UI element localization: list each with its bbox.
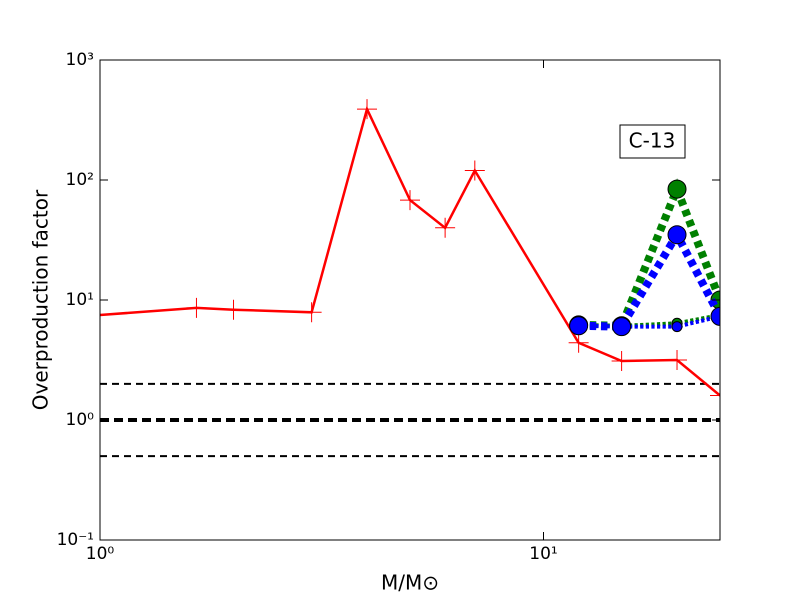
y-tick-label: 10² <box>66 170 94 190</box>
data-point <box>667 179 687 199</box>
data-point <box>400 190 420 211</box>
annotation-box <box>619 124 686 159</box>
data-line <box>578 178 720 330</box>
data-point <box>357 99 378 120</box>
data-line <box>578 313 720 328</box>
annotation: C-13 <box>629 129 676 153</box>
y-tick-label: 10⁻¹ <box>57 530 94 550</box>
data-point <box>568 332 589 353</box>
data-point <box>301 302 322 323</box>
data-line <box>578 314 720 329</box>
data-point <box>611 351 632 372</box>
data-point <box>223 299 244 320</box>
data-point <box>671 321 683 333</box>
data-point <box>435 217 456 238</box>
data-point <box>186 297 207 318</box>
y-tick-label: 10¹ <box>66 290 94 310</box>
y-tick-label: 10³ <box>66 50 94 70</box>
data-point <box>710 306 720 326</box>
data-point <box>464 160 485 181</box>
x-axis-label: M/M⊙ <box>381 571 439 595</box>
plot-area <box>100 99 720 458</box>
data-point <box>100 304 110 325</box>
data-point <box>667 350 688 371</box>
data-point <box>569 316 589 336</box>
data-point <box>710 385 720 406</box>
data-line <box>578 226 720 331</box>
data-point <box>667 225 687 245</box>
x-tick-label: 10¹ <box>529 544 557 564</box>
y-tick-label: 10⁰ <box>66 410 95 430</box>
x-tick-label: 10⁰ <box>86 544 115 564</box>
y-axis-label: Overproduction factor <box>29 189 53 410</box>
data-point <box>612 317 632 337</box>
